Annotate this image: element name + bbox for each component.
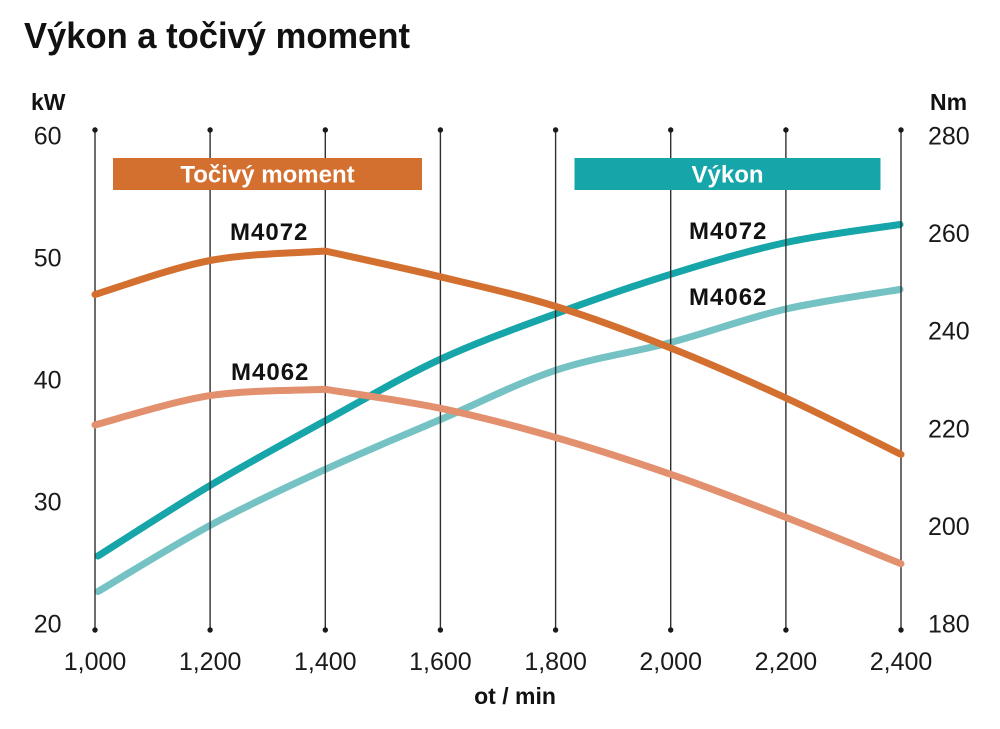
- svg-text:M4072: M4072: [230, 219, 308, 246]
- svg-text:M4062: M4062: [231, 359, 309, 386]
- svg-text:2,200: 2,200: [755, 648, 818, 676]
- svg-text:Nm: Nm: [930, 89, 967, 115]
- svg-text:260: 260: [928, 220, 970, 248]
- svg-text:220: 220: [928, 415, 970, 443]
- svg-text:2,400: 2,400: [870, 648, 933, 676]
- svg-text:Točivý moment: Točivý moment: [180, 162, 354, 189]
- svg-text:Výkon: Výkon: [691, 162, 763, 189]
- svg-text:200: 200: [928, 513, 970, 541]
- svg-text:180: 180: [928, 611, 970, 639]
- svg-text:50: 50: [34, 245, 62, 273]
- svg-text:Výkon a točivý moment: Výkon a točivý moment: [24, 15, 410, 56]
- svg-text:ot / min: ot / min: [474, 683, 556, 709]
- svg-text:20: 20: [34, 611, 62, 639]
- svg-text:kW: kW: [31, 89, 66, 115]
- svg-text:40: 40: [34, 367, 62, 395]
- svg-text:240: 240: [928, 318, 970, 346]
- svg-text:30: 30: [34, 489, 62, 517]
- svg-text:60: 60: [34, 123, 62, 151]
- svg-text:1,400: 1,400: [294, 648, 357, 676]
- svg-text:M4072: M4072: [689, 218, 767, 245]
- svg-text:1,600: 1,600: [409, 648, 472, 676]
- svg-text:280: 280: [928, 123, 970, 151]
- svg-text:2,000: 2,000: [639, 648, 702, 676]
- svg-text:M4062: M4062: [689, 284, 767, 311]
- svg-text:1,000: 1,000: [64, 648, 127, 676]
- svg-text:1,800: 1,800: [524, 648, 587, 676]
- svg-text:1,200: 1,200: [179, 648, 242, 676]
